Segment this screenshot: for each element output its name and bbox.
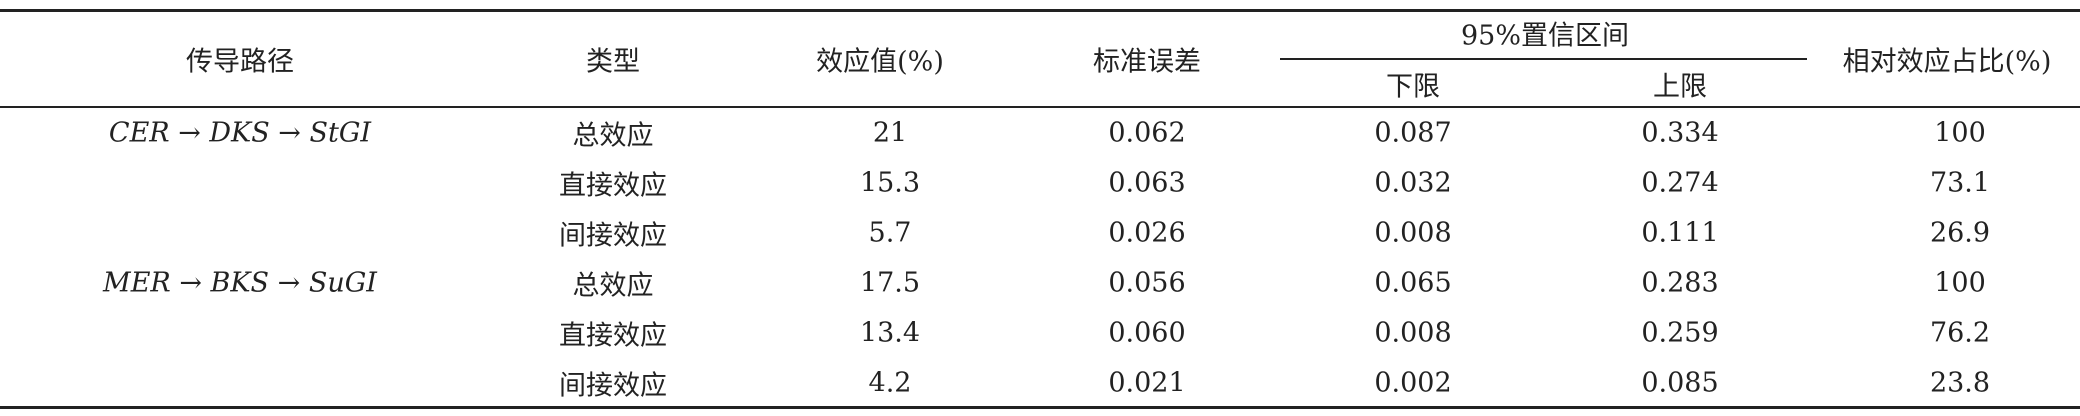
cell: 0.259 [1641,317,1719,349]
cell: 0.334 [1641,117,1719,149]
path-cell: CER → DKS → StGI [108,117,372,149]
cell: 直接效应 [559,320,667,352]
header-cell: 上限 [1653,71,1707,103]
cell: 5.7 [868,217,912,249]
cell: 0.063 [1108,167,1186,199]
cell: 0.021 [1108,367,1186,399]
cell: 0.065 [1374,267,1452,299]
cell: 0.008 [1374,317,1452,349]
header-cell: 效应值(%) [816,46,944,78]
cell: 100 [1934,267,1986,299]
cell: 73.1 [1929,167,1991,199]
cell: 13.4 [859,317,921,349]
cell: 总效应 [572,270,654,302]
cell: 0.111 [1641,217,1719,249]
cell: 0.062 [1108,117,1186,149]
header-cell: 相对效应占比(%) [1842,46,2052,78]
cell: 0.085 [1641,367,1719,399]
header-cell: 类型 [586,46,640,78]
cell: 26.9 [1929,217,1991,249]
cell: 0.032 [1374,167,1452,199]
bottom-rule [0,406,2080,409]
ci-rule [1280,58,1807,60]
header-rule [0,106,2080,108]
cell: 0.002 [1374,367,1452,399]
cell: 15.3 [859,167,921,199]
cell: 76.2 [1929,317,1991,349]
path-cell: MER → BKS → SuGI [103,267,377,299]
cell: 0.087 [1374,117,1452,149]
cell: 4.2 [868,367,912,399]
cell: 0.056 [1108,267,1186,299]
cell: 17.5 [859,267,921,299]
top-rule [0,9,2080,12]
cell: 0.274 [1641,167,1719,199]
cell: 间接效应 [559,220,667,252]
cell: 23.8 [1929,367,1991,399]
cell: 0.008 [1374,217,1452,249]
cell: 间接效应 [559,370,667,402]
header-cell: 95%置信区间 [1460,20,1630,52]
cell: 直接效应 [559,170,667,202]
cell: 21 [872,117,908,149]
cell: 100 [1934,117,1986,149]
cell: 0.026 [1108,217,1186,249]
header-cell: 标准误差 [1093,46,1201,78]
header-cell: 传导路径 [186,46,294,78]
header-cell: 下限 [1386,71,1440,103]
cell: 总效应 [572,120,654,152]
cell: 0.283 [1641,267,1719,299]
cell: 0.060 [1108,317,1186,349]
